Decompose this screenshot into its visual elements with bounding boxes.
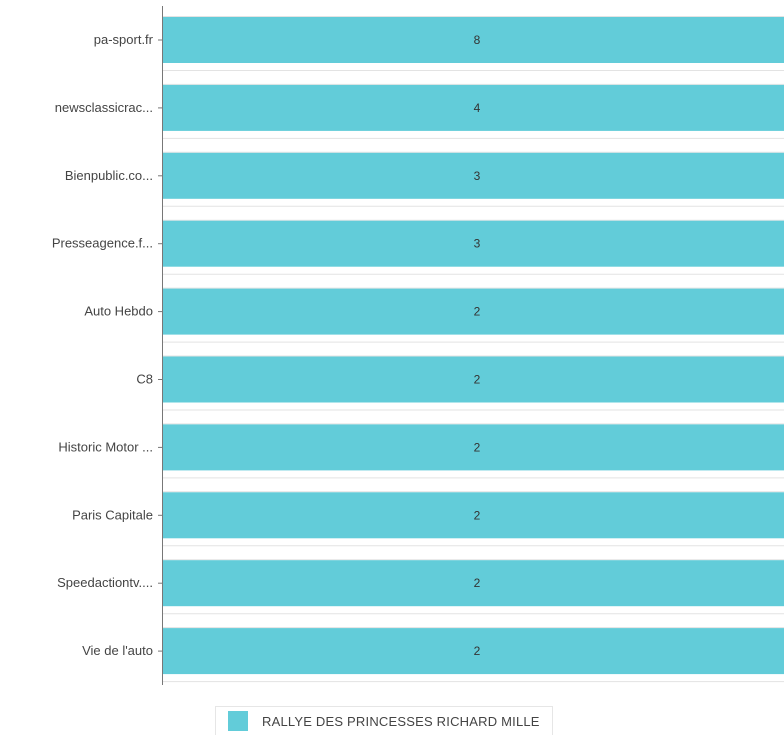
legend-series-label: RALLYE DES PRINCESSES RICHARD MILLE (262, 713, 540, 729)
bar[interactable] (163, 84, 784, 131)
data-label: 2 (474, 576, 481, 590)
bar[interactable] (163, 152, 784, 199)
bar-chart: 8 pa-sport.fr 4 newsclassicrac... 3 Bienpubli… (52, 6, 784, 685)
data-label: 3 (474, 237, 481, 251)
data-label: 3 (474, 169, 481, 183)
bar[interactable] (163, 424, 784, 471)
category-tick-label: newsclassicrac... (55, 100, 153, 115)
bar[interactable] (163, 560, 784, 607)
bar[interactable] (163, 288, 784, 335)
category-tick-label: Speedactiontv.... (57, 575, 153, 590)
category-tick-label: Vie de l'auto (82, 643, 153, 658)
data-label: 2 (474, 644, 481, 658)
category-tick-label: Auto Hebdo (84, 304, 153, 319)
data-label: 2 (474, 508, 481, 522)
category-tick-label: Historic Motor ... (58, 439, 153, 454)
data-label: 2 (474, 373, 481, 387)
category-tick-label: Paris Capitale (72, 507, 153, 522)
category-tick-label: Presseagence.f... (52, 236, 153, 251)
bar[interactable] (163, 492, 784, 539)
bar[interactable] (163, 628, 784, 675)
data-label: 2 (474, 305, 481, 319)
bar[interactable] (163, 17, 784, 63)
category-tick-label: C8 (136, 372, 153, 387)
bar[interactable] (163, 220, 784, 267)
category-tick-label: pa-sport.fr (94, 32, 154, 47)
data-label: 4 (474, 101, 481, 115)
chart-legend[interactable]: RALLYE DES PRINCESSES RICHARD MILLE (215, 706, 553, 735)
data-label: 8 (474, 33, 481, 47)
legend-swatch (228, 711, 248, 731)
data-label: 2 (474, 440, 481, 454)
bar[interactable] (163, 356, 784, 403)
category-tick-label: Bienpublic.co... (65, 168, 153, 183)
